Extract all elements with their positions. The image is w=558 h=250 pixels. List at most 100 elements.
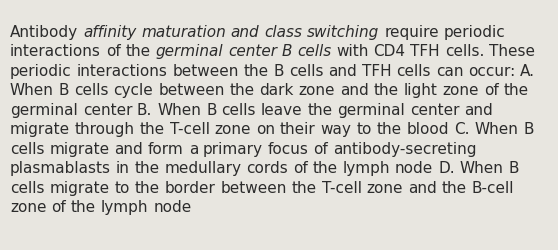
Text: and: and [114,141,143,156]
Text: dark: dark [259,83,294,98]
Text: B: B [282,44,292,59]
Text: When: When [460,160,504,175]
Text: cycle: cycle [113,83,153,98]
Text: and: and [464,102,493,117]
Text: periodic: periodic [444,24,506,40]
Text: the: the [312,160,338,175]
Text: leave: leave [261,102,302,117]
Text: zone: zone [442,83,479,98]
Text: lymph: lymph [101,199,148,214]
Text: occur:: occur: [468,63,516,78]
Text: Antibody: Antibody [10,24,78,40]
Text: center: center [410,102,459,117]
Text: of: of [51,199,66,214]
Text: the: the [292,180,317,195]
Text: medullary: medullary [165,160,242,175]
Text: the: the [244,63,269,78]
Text: germinal: germinal [337,102,405,117]
Text: and: and [231,24,259,40]
Text: migrate: migrate [49,180,109,195]
Text: zone: zone [367,180,403,195]
Text: border: border [165,180,215,195]
Text: cells: cells [397,63,431,78]
Text: of: of [484,83,498,98]
Text: T-cell: T-cell [321,180,362,195]
Text: B: B [59,83,69,98]
Text: form: form [148,141,184,156]
Text: D.: D. [438,160,455,175]
Text: A.: A. [521,63,535,78]
Text: germinal: germinal [155,44,223,59]
Text: B-cell: B-cell [472,180,514,195]
Text: can: can [436,63,463,78]
Text: the: the [134,180,160,195]
Text: require: require [384,24,439,40]
Text: TFH: TFH [410,44,440,59]
Text: between: between [220,180,287,195]
Text: center: center [83,102,132,117]
Text: their: their [280,122,316,136]
Text: B: B [273,63,284,78]
Text: interactions: interactions [10,44,101,59]
Text: a: a [189,141,198,156]
Text: cells: cells [222,102,256,117]
Text: way: way [321,122,352,136]
Text: focus: focus [268,141,309,156]
Text: node: node [395,160,434,175]
Text: plasmablasts: plasmablasts [10,160,111,175]
Text: to: to [357,122,372,136]
Text: through: through [75,122,135,136]
Text: antibody-secreting: antibody-secreting [333,141,477,156]
Text: of: of [314,141,328,156]
Text: When: When [474,122,518,136]
Text: class: class [264,24,302,40]
Text: and: and [408,180,436,195]
Text: TFH: TFH [362,63,392,78]
Text: B: B [508,160,519,175]
Text: of: of [293,160,308,175]
Text: cells: cells [289,63,324,78]
Text: lymph: lymph [343,160,390,175]
Text: periodic: periodic [10,63,72,78]
Text: on: on [256,122,275,136]
Text: cells: cells [10,180,45,195]
Text: When: When [10,83,54,98]
Text: germinal: germinal [10,102,78,117]
Text: cells.: cells. [445,44,484,59]
Text: cells: cells [74,83,109,98]
Text: between: between [172,63,239,78]
Text: B.: B. [137,102,152,117]
Text: to: to [114,180,130,195]
Text: the: the [503,83,528,98]
Text: in: in [116,160,130,175]
Text: of: of [106,44,121,59]
Text: migrate: migrate [10,122,70,136]
Text: the: the [441,180,466,195]
Text: blood: blood [407,122,449,136]
Text: B: B [206,102,217,117]
Text: the: the [229,83,254,98]
Text: affinity: affinity [83,24,136,40]
Text: B: B [523,122,533,136]
Text: These: These [489,44,535,59]
Text: between: between [158,83,224,98]
Text: migrate: migrate [49,141,109,156]
Text: the: the [374,83,399,98]
Text: zone: zone [215,122,251,136]
Text: cells: cells [10,141,45,156]
Text: the: the [126,44,151,59]
Text: the: the [140,122,165,136]
Text: the: the [71,199,96,214]
Text: with: with [336,44,369,59]
Text: switching: switching [307,24,379,40]
Text: the: the [377,122,402,136]
Text: light: light [403,83,437,98]
Text: the: the [134,160,160,175]
Text: cells: cells [297,44,331,59]
Text: T-cell: T-cell [170,122,210,136]
Text: and: and [328,63,357,78]
Text: zone: zone [299,83,335,98]
Text: cords: cords [247,160,288,175]
Text: center: center [228,44,277,59]
Text: When: When [157,102,201,117]
